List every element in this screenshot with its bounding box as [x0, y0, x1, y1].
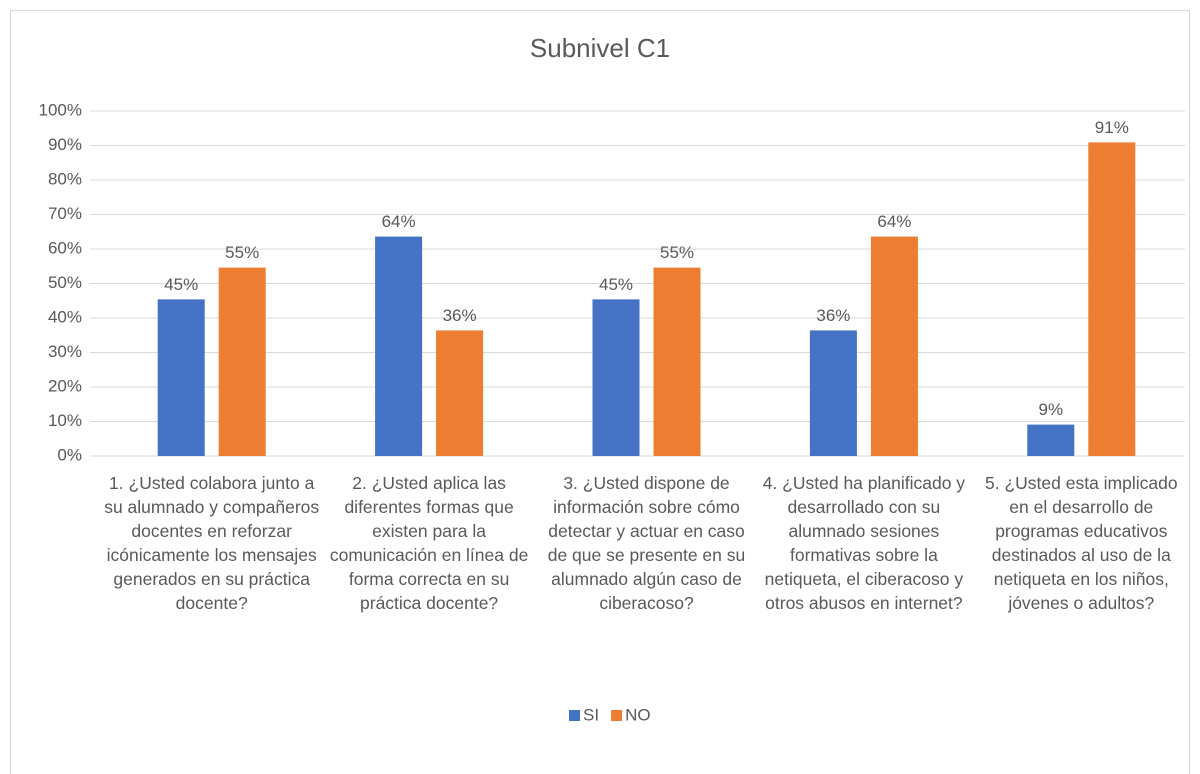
bar: [1027, 424, 1075, 456]
x-tick-label: 2. ¿Usted aplica las diferentes formas q…: [329, 473, 529, 613]
x-tick-label: 5. ¿Usted esta implicado en el desarroll…: [985, 473, 1178, 613]
x-tick-label: 4. ¿Usted ha planificado y desarrollado …: [762, 473, 966, 613]
data-label: 64%: [877, 212, 911, 231]
data-label: 45%: [164, 275, 198, 294]
data-label: 55%: [225, 243, 259, 262]
bar: [1088, 142, 1136, 456]
bar: [218, 267, 266, 456]
bar: [809, 330, 857, 456]
y-tick-label: 60%: [48, 238, 82, 257]
y-tick-label: 100%: [39, 100, 82, 119]
x-tick-label: 3. ¿Usted dispone de información sobre c…: [547, 473, 746, 613]
bar: [653, 267, 701, 456]
legend-swatch: [611, 710, 623, 721]
legend-label: SI: [583, 705, 599, 724]
chart-title: Subnivel C1: [530, 33, 670, 63]
data-label: 64%: [382, 212, 416, 231]
data-label: 91%: [1095, 118, 1129, 137]
bar: [592, 299, 640, 456]
legend-label: NO: [625, 705, 651, 724]
data-label: 45%: [599, 275, 633, 294]
y-tick-label: 40%: [48, 307, 82, 326]
data-label: 9%: [1039, 400, 1064, 419]
bar: [436, 330, 484, 456]
y-tick-label: 0%: [57, 445, 82, 464]
y-tick-label: 10%: [48, 411, 82, 430]
bar: [375, 236, 423, 456]
legend-swatch: [569, 710, 580, 721]
x-tick-label: 1. ¿Usted colabora junto a su alumnado y…: [104, 473, 320, 613]
y-tick-label: 80%: [48, 169, 82, 188]
y-tick-label: 70%: [48, 204, 82, 223]
bar: [870, 236, 918, 456]
data-label: 36%: [443, 306, 477, 325]
data-label: 55%: [660, 243, 694, 262]
bar: [157, 299, 205, 456]
data-label: 36%: [816, 306, 850, 325]
y-tick-label: 90%: [48, 135, 82, 154]
y-tick-label: 20%: [48, 376, 82, 395]
y-tick-label: 50%: [48, 273, 82, 292]
y-tick-label: 30%: [48, 342, 82, 361]
